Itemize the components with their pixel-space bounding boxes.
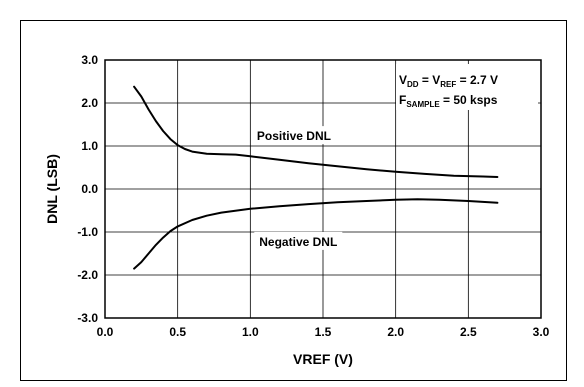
negative-dnl-label-background [254, 231, 343, 250]
annotation-vdd-symbol: V [399, 73, 407, 87]
y-tick-label: -1.0 [77, 225, 98, 239]
x-tick-label: 2.0 [387, 325, 404, 339]
annotation-sample-rate-value: = 50 ksps [440, 93, 498, 107]
series-lines [133, 85, 499, 270]
annotation-vdd-subscript: DD [407, 80, 419, 89]
plot-area [104, 59, 542, 319]
annotation-vref-subscript: REF [440, 80, 456, 89]
x-tick-label: 2.5 [460, 325, 477, 339]
negative-dnl-label: Negative DNL [259, 235, 337, 249]
x-tick-label: 1.0 [242, 325, 259, 339]
annotation-vref-symbol: = V [419, 73, 441, 87]
annotation-voltage-value: = 2.7 V [456, 73, 498, 87]
annotation-line-2: FSAMPLE = 50 ksps [399, 93, 498, 109]
y-tick-label: 3.0 [81, 53, 98, 67]
y-tick-label: 2.0 [81, 96, 98, 110]
series-labels: Positive DNL Negative DNL [251, 126, 343, 250]
y-tick-label: -2.0 [77, 268, 98, 282]
annotation-fsample-subscript: SAMPLE [406, 100, 440, 109]
tick-labels: 0.0 0.5 1.0 1.5 2.0 2.5 3.0 3.0 2.0 1.0 0.0 -1.0 -2.… [77, 53, 549, 339]
positive-dnl-label: Positive DNL [257, 129, 331, 143]
y-tick-label: -3.0 [77, 311, 98, 325]
negative-dnl-line [133, 198, 499, 270]
x-tick-label: 3.0 [533, 325, 550, 339]
positive-dnl-label-background [251, 126, 336, 145]
annotation-fsample-symbol: F [399, 93, 406, 107]
y-tick-label: 0.0 [81, 182, 98, 196]
annotation-line-1: VDD = VREF = 2.7 V [399, 73, 498, 89]
y-axis-label: DNL (LSB) [44, 154, 60, 224]
test-conditions-annotation: VDD = VREF = 2.7 V FSAMPLE = 50 ksps [396, 64, 538, 110]
x-tick-label: 0.0 [97, 325, 114, 339]
x-tick-label: 0.5 [169, 325, 186, 339]
x-axis-label: VREF (V) [293, 351, 353, 367]
positive-dnl-line [133, 85, 499, 178]
annotation-background [396, 64, 538, 110]
y-tick-label: 1.0 [81, 139, 98, 153]
x-tick-label: 1.5 [315, 325, 332, 339]
